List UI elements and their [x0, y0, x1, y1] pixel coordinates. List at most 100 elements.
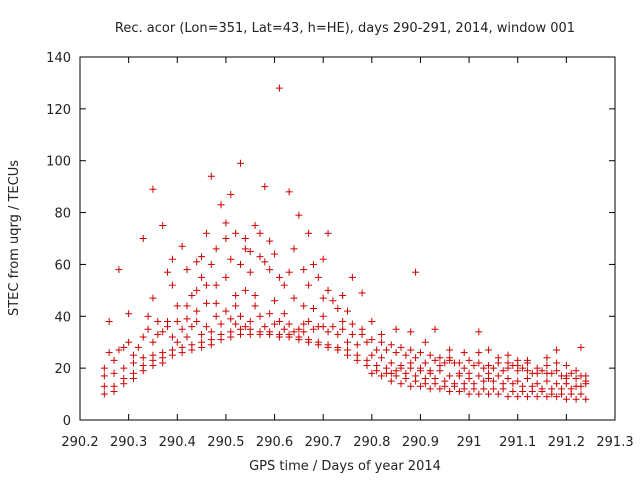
data-point	[553, 359, 561, 367]
data-point	[504, 359, 512, 367]
data-point	[460, 385, 468, 393]
data-point	[271, 297, 279, 305]
data-point	[582, 372, 590, 380]
data-point	[227, 315, 235, 323]
y-tick-label: 20	[54, 362, 71, 377]
data-point	[275, 333, 283, 341]
data-point	[426, 351, 434, 359]
data-point	[324, 343, 332, 351]
y-axis-label: STEC from uqrg / TECUs	[7, 160, 22, 316]
data-point	[397, 364, 405, 372]
data-point	[548, 390, 556, 398]
data-point	[198, 273, 206, 281]
data-point	[232, 302, 240, 310]
data-point	[373, 367, 381, 375]
data-point	[188, 292, 196, 300]
x-tick-label: 290.6	[256, 435, 293, 450]
data-point	[446, 387, 454, 395]
data-point	[416, 382, 424, 390]
x-tick-label: 290.8	[353, 435, 390, 450]
data-point	[275, 84, 283, 92]
data-point	[460, 364, 468, 372]
data-point	[324, 229, 332, 237]
data-point	[256, 253, 264, 261]
data-point	[154, 317, 162, 325]
data-point	[246, 247, 254, 255]
data-point	[198, 253, 206, 261]
data-point	[416, 364, 424, 372]
x-tick-label: 290.9	[402, 435, 439, 450]
data-point	[256, 312, 264, 320]
data-point	[334, 330, 342, 338]
data-point	[314, 341, 322, 349]
data-point	[387, 369, 395, 377]
data-point	[164, 323, 172, 331]
data-point	[188, 323, 196, 331]
data-point	[431, 356, 439, 364]
data-point	[207, 172, 215, 180]
data-point	[514, 393, 522, 401]
data-point	[110, 387, 118, 395]
data-point	[256, 229, 264, 237]
data-point	[368, 369, 376, 377]
data-point	[533, 393, 541, 401]
data-point	[212, 312, 220, 320]
data-point	[193, 258, 201, 266]
data-point	[202, 323, 210, 331]
data-point	[582, 380, 590, 388]
data-point	[572, 375, 580, 383]
x-tick-label: 290.7	[305, 435, 342, 450]
y-tick-label: 100	[46, 155, 71, 170]
data-point	[237, 312, 244, 320]
data-point	[543, 393, 551, 401]
data-point	[120, 380, 128, 388]
data-point	[222, 273, 230, 281]
data-point	[363, 338, 371, 346]
data-point	[387, 377, 395, 385]
data-point	[149, 338, 157, 346]
data-point	[368, 351, 376, 359]
data-point	[324, 286, 332, 294]
data-point	[348, 273, 356, 281]
data-point	[266, 237, 274, 245]
data-point	[499, 367, 507, 375]
data-point	[144, 325, 152, 333]
data-point	[543, 369, 551, 377]
data-point	[256, 330, 264, 338]
data-point	[188, 346, 196, 354]
data-point	[251, 292, 259, 300]
data-point	[202, 281, 210, 289]
data-point	[237, 260, 244, 268]
data-point	[451, 382, 458, 390]
data-point	[528, 387, 536, 395]
data-point	[251, 222, 259, 230]
data-point	[494, 390, 502, 398]
data-point	[290, 245, 298, 253]
data-point	[183, 333, 191, 341]
data-point	[227, 333, 235, 341]
data-point	[475, 349, 483, 357]
x-axis-label: GPS time / Days of year 2014	[249, 459, 441, 474]
data-point	[100, 382, 108, 390]
data-point	[465, 356, 473, 364]
data-point	[572, 382, 580, 390]
x-tick-label: 290.4	[159, 435, 196, 450]
data-point	[402, 375, 410, 383]
x-tick-label: 290.2	[61, 435, 98, 450]
y-tick-label: 120	[46, 103, 71, 118]
data-point	[241, 323, 249, 331]
data-point	[149, 185, 157, 193]
data-point	[368, 336, 376, 344]
y-tick-label: 60	[54, 258, 71, 273]
data-point	[266, 266, 274, 274]
data-point	[480, 377, 488, 385]
data-point	[168, 255, 176, 263]
data-point	[348, 330, 356, 338]
x-tick-label: 290.3	[110, 435, 147, 450]
data-point	[285, 333, 293, 341]
data-point	[207, 260, 215, 268]
data-point	[120, 343, 128, 351]
x-tick-label: 291.2	[548, 435, 585, 450]
data-point	[407, 328, 415, 336]
data-point	[567, 369, 575, 377]
